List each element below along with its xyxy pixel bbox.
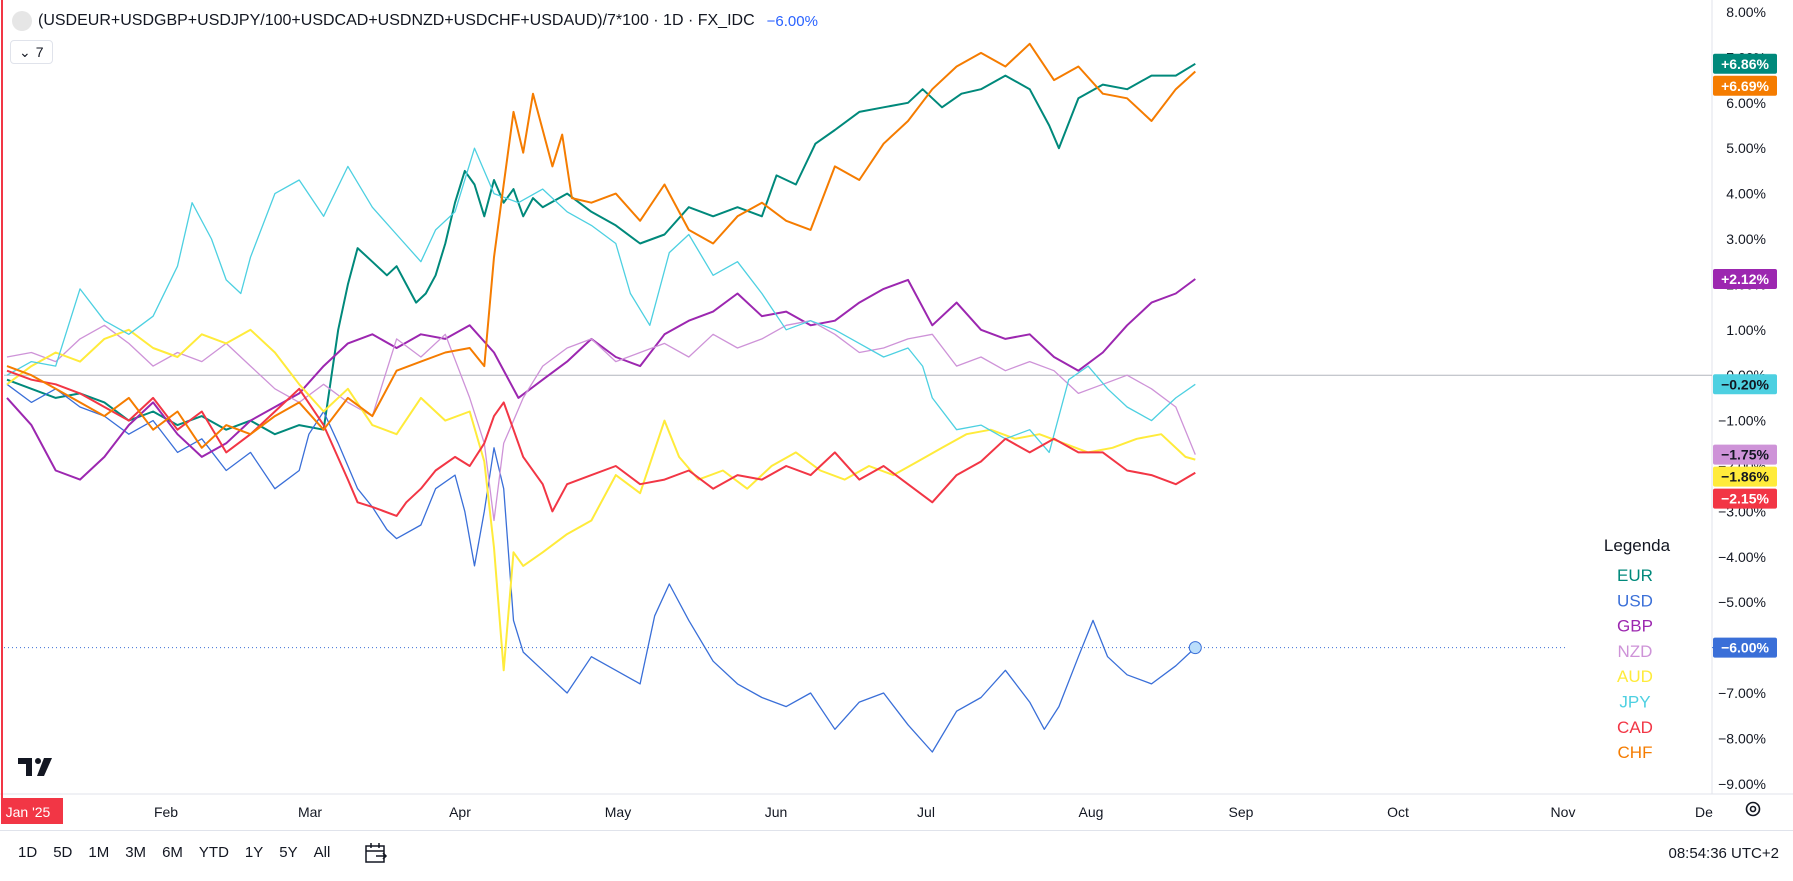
usd-last-point[interactable] xyxy=(1188,641,1202,655)
y-tick-label: 6.00% xyxy=(1726,95,1766,111)
last-value-label: −6.00% xyxy=(1721,640,1769,656)
series-line-usd[interactable] xyxy=(6,383,1196,753)
x-tick-label: May xyxy=(605,804,631,820)
tradingview-logo-icon[interactable] xyxy=(18,756,58,778)
go-to-date-calendar-icon[interactable] xyxy=(362,839,390,867)
settings-gear-icon[interactable] xyxy=(1742,798,1764,820)
last-value-badge-cad xyxy=(1713,488,1777,509)
y-tick-label: 5.00% xyxy=(1726,140,1766,156)
time-axis: Jan '25 Feb Mar Apr May Jun Jul Aug Sep Oct Nov De xyxy=(2,798,1713,824)
range-1d[interactable]: 1D xyxy=(18,844,38,861)
price-axis: 8.00%7.00%6.00%5.00%4.00%3.00%2.00%1.00%… xyxy=(1713,4,1777,792)
legend-item-cad: CAD xyxy=(1617,718,1653,737)
session-clock[interactable]: 08:54:36 UTC+2 xyxy=(1668,844,1780,862)
last-value-badge-usd xyxy=(1713,637,1777,658)
x-tick-label: Jul xyxy=(917,804,935,820)
x-tick-label: Mar xyxy=(298,804,322,820)
last-value-label: −1.75% xyxy=(1721,447,1769,463)
legend-title: Legenda xyxy=(1604,536,1671,555)
x-tick-label: Apr xyxy=(449,804,471,820)
last-value-label: +6.69% xyxy=(1721,78,1769,94)
price-grid xyxy=(0,0,1793,824)
legend-item-jpy: JPY xyxy=(1619,693,1650,712)
y-tick-label: −7.00% xyxy=(1718,685,1766,701)
last-value-badge-nzd xyxy=(1713,444,1777,465)
last-value-badge-aud xyxy=(1713,466,1777,487)
chart-area[interactable]: 8.00%7.00%6.00%5.00%4.00%3.00%2.00%1.00%… xyxy=(0,0,1793,830)
x-tick-label: De xyxy=(1695,804,1713,820)
symbol-title[interactable]: (USDEUR+USDGBP+USDJPY/100+USDCAD+USDNZD+… xyxy=(38,12,755,29)
y-tick-label: −1.00% xyxy=(1718,413,1766,429)
series-line-aud[interactable] xyxy=(6,328,1196,672)
range-5y[interactable]: 5Y xyxy=(279,844,298,861)
y-tick-label: 4.00% xyxy=(1726,186,1766,202)
chart-header: (USDEUR+USDGBP+USDJPY/100+USDCAD+USDNZD+… xyxy=(12,10,818,32)
legend-item-gbp: GBP xyxy=(1617,617,1653,636)
last-value-badge-gbp xyxy=(1713,268,1777,289)
x-tick-label: Nov xyxy=(1551,804,1576,820)
x-tick-label: Oct xyxy=(1387,804,1409,820)
range-3m[interactable]: 3M xyxy=(125,844,147,861)
bottom-toolbar: 1D 5D 1M 3M 6M YTD 1Y 5Y All 08:54:36 UT… xyxy=(0,830,1793,874)
chevron-down-icon: ⌄ xyxy=(19,43,31,60)
legend-item-chf: CHF xyxy=(1618,743,1653,762)
last-value-badge-jpy xyxy=(1713,374,1777,395)
legend-item-aud: AUD xyxy=(1617,667,1653,686)
series-line-eur[interactable] xyxy=(6,62,1196,436)
x-tick-label: Jan '25 xyxy=(6,804,51,820)
series-line-chf[interactable] xyxy=(6,42,1196,449)
y-tick-label: 8.00% xyxy=(1726,4,1766,20)
x-tick-label: Aug xyxy=(1079,804,1104,820)
last-value-badge-chf xyxy=(1713,75,1777,96)
last-value-label: +2.12% xyxy=(1721,271,1769,287)
collapse-indicators-button[interactable]: ⌄ 7 xyxy=(10,40,53,64)
last-value-badge-eur xyxy=(1713,53,1777,74)
series-lines xyxy=(6,42,1202,753)
legend-item-nzd: NZD xyxy=(1618,642,1653,661)
legend: Legenda EUR USD GBP NZD AUD JPY CAD CHF xyxy=(1604,536,1671,762)
series-line-nzd[interactable] xyxy=(6,320,1196,522)
last-value-label: −2.15% xyxy=(1721,491,1769,507)
last-value-label: −1.86% xyxy=(1721,469,1769,485)
symbol-logo-icon xyxy=(12,11,32,31)
series-line-jpy[interactable] xyxy=(6,147,1196,454)
legend-item-eur: EUR xyxy=(1617,566,1653,585)
legend-item-usd: USD xyxy=(1617,591,1653,610)
series-line-cad[interactable] xyxy=(6,369,1196,517)
y-tick-label: −9.00% xyxy=(1718,776,1766,792)
y-tick-label: 3.00% xyxy=(1726,231,1766,247)
range-ytd[interactable]: YTD xyxy=(198,844,229,861)
y-tick-label: −5.00% xyxy=(1718,594,1766,610)
last-value-label: −0.20% xyxy=(1721,376,1769,392)
range-1y[interactable]: 1Y xyxy=(244,844,264,861)
y-tick-label: −4.00% xyxy=(1718,549,1766,565)
last-value-label: +6.86% xyxy=(1721,56,1769,72)
indicator-count: 7 xyxy=(35,44,44,60)
x-tick-label: Jun xyxy=(765,804,788,820)
range-5d[interactable]: 5D xyxy=(53,844,73,861)
series-line-gbp[interactable] xyxy=(6,278,1196,481)
x-tick-label: Sep xyxy=(1229,804,1254,820)
x-tick-label: Feb xyxy=(154,804,178,820)
y-tick-label: −8.00% xyxy=(1718,730,1766,746)
symbol-change: −6.00% xyxy=(766,12,818,30)
range-1m[interactable]: 1M xyxy=(88,844,110,861)
y-tick-label: 1.00% xyxy=(1726,322,1766,338)
range-6m[interactable]: 6M xyxy=(162,844,183,861)
x-range-start-badge xyxy=(2,798,63,824)
range-all[interactable]: All xyxy=(313,844,331,861)
